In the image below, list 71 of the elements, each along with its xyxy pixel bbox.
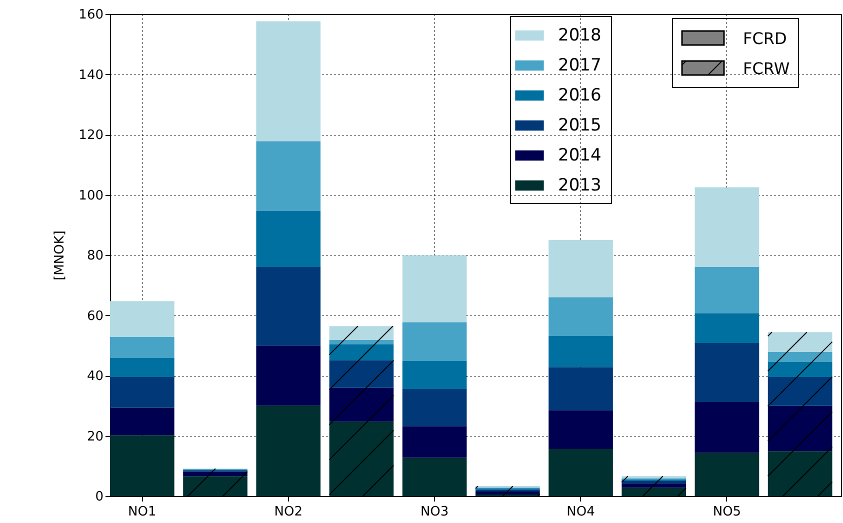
bar <box>694 402 760 453</box>
bar <box>548 367 613 410</box>
bar <box>768 332 832 352</box>
annotation: FCRW <box>743 58 790 78</box>
y-tick-label: 140 <box>78 68 104 83</box>
bar <box>694 267 760 314</box>
bar <box>476 491 540 494</box>
bar <box>256 406 321 496</box>
bar <box>329 360 394 388</box>
bar <box>329 388 394 422</box>
bar <box>548 240 613 298</box>
y-tick-label: 80 <box>86 248 104 264</box>
bar <box>256 141 321 212</box>
bar <box>402 361 467 390</box>
bar <box>110 435 174 496</box>
y-tick-label: 160 <box>78 8 104 22</box>
bar <box>329 422 394 496</box>
y-tick-label: 100 <box>78 188 104 204</box>
bar <box>548 410 613 450</box>
bar <box>110 377 174 408</box>
bar <box>256 211 321 268</box>
bar <box>256 346 321 406</box>
bar <box>329 340 394 344</box>
legend-label: 2016 <box>558 86 602 106</box>
legend-label: 2017 <box>558 56 602 76</box>
y-tick-label: 60 <box>86 308 104 324</box>
bar <box>110 336 174 358</box>
legend-label: 2013 <box>558 176 602 196</box>
bar <box>694 313 760 343</box>
bar <box>548 297 613 336</box>
x-tick-label: NO1 <box>128 504 156 520</box>
bar <box>256 267 321 346</box>
y-tick-label: 0 <box>95 490 104 504</box>
bar <box>402 426 467 458</box>
bar <box>768 406 832 452</box>
bar <box>622 488 686 496</box>
bar <box>694 452 760 496</box>
bar <box>768 362 832 378</box>
y-tick-label: 20 <box>86 429 104 444</box>
bar <box>402 255 467 322</box>
bar <box>768 451 832 496</box>
legend-label: 2015 <box>558 116 602 136</box>
bar <box>183 476 248 496</box>
bar <box>622 480 686 484</box>
legend-label: 2018 <box>558 26 602 46</box>
bar <box>110 301 174 337</box>
x-tick-label: NO3 <box>420 504 449 520</box>
bar <box>694 342 760 402</box>
y-tick-label: 40 <box>86 369 104 384</box>
bar <box>548 449 613 496</box>
x-tick-label: NO5 <box>712 504 742 520</box>
bar <box>110 358 174 378</box>
bar <box>768 352 832 362</box>
legend-label: 2014 <box>558 146 602 166</box>
y-tick-label: 120 <box>78 128 104 143</box>
x-tick-label: NO4 <box>566 504 595 520</box>
bar <box>183 472 248 476</box>
bar <box>622 483 686 488</box>
bar <box>256 21 321 142</box>
x-tick-label: NO2 <box>274 504 302 520</box>
bar <box>548 336 613 368</box>
bar <box>110 408 174 436</box>
bar <box>402 389 467 426</box>
y-axis-title: [MNOK] <box>52 230 68 280</box>
bar <box>329 344 394 360</box>
annotation: FCRD <box>743 28 787 48</box>
bar <box>329 326 394 340</box>
bar <box>402 458 467 496</box>
bar <box>768 377 832 406</box>
bar <box>402 322 467 362</box>
bar <box>694 187 760 268</box>
